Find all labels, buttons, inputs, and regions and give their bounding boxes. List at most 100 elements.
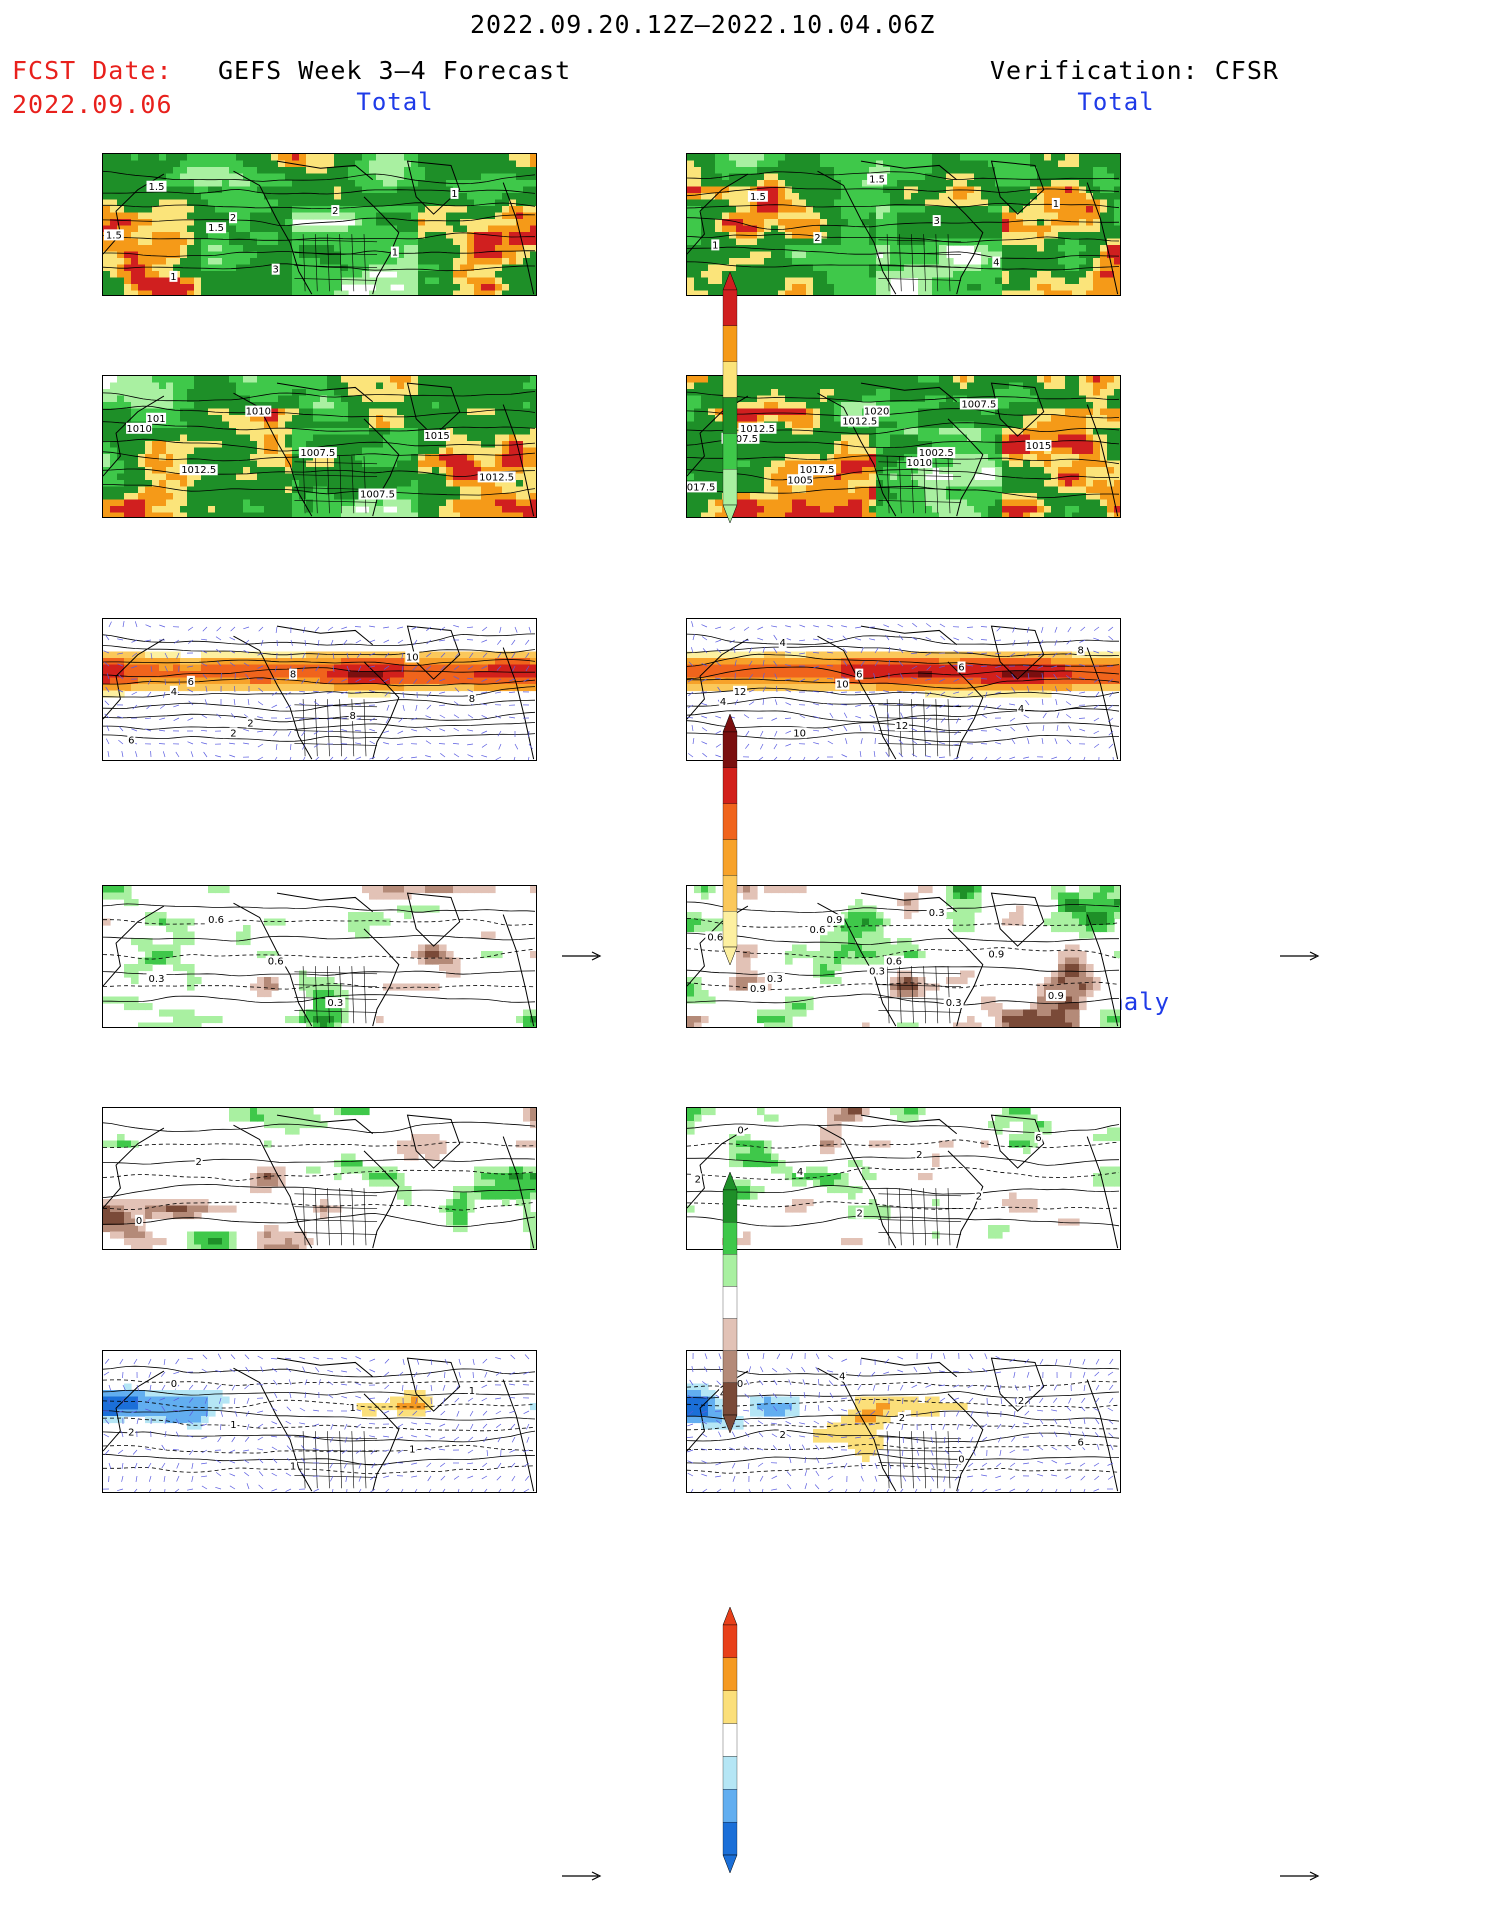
shade-cell — [257, 206, 265, 214]
shade-cell — [729, 271, 737, 279]
shade-cell — [425, 493, 433, 501]
shade-cell — [778, 245, 786, 253]
shade-cell — [771, 277, 779, 285]
shade-cell — [110, 467, 118, 475]
shade-cell — [264, 382, 272, 390]
shade-cell — [341, 473, 349, 481]
shade-cell — [187, 225, 195, 233]
shade-cell — [502, 232, 510, 240]
shade-cell — [1002, 402, 1010, 410]
contour-label-text: 1015 — [424, 431, 449, 442]
shade-cell — [841, 186, 849, 194]
shade-cell — [369, 238, 377, 246]
shade-cell — [792, 193, 800, 201]
shade-cell — [904, 376, 912, 384]
shade-cell — [481, 206, 489, 214]
shade-cell — [292, 173, 300, 181]
shade-cell — [1009, 238, 1017, 246]
shade-cell — [243, 238, 251, 246]
shade-cell — [883, 277, 891, 285]
shade-cell — [960, 180, 968, 188]
shade-cell — [1093, 225, 1101, 233]
shade-cell — [869, 284, 877, 292]
shade-cell — [376, 277, 384, 285]
shade-cell — [390, 376, 398, 384]
shade-cell — [439, 389, 447, 397]
shade-cell — [1009, 395, 1017, 403]
shade-cell — [103, 212, 111, 220]
shade-cell — [974, 238, 982, 246]
shade-cell — [222, 212, 230, 220]
shade-cell — [974, 245, 982, 253]
shade-cell — [694, 382, 702, 390]
shade-cell — [376, 415, 384, 423]
shade-cell — [481, 271, 489, 279]
shade-cell — [953, 173, 961, 181]
shade-cell — [785, 290, 793, 295]
shade-cell — [425, 480, 433, 488]
shade-cell — [488, 284, 496, 292]
shade-cell — [187, 154, 195, 162]
shade-cell — [974, 434, 982, 442]
shade-cell — [813, 284, 821, 292]
shade-cell — [138, 512, 146, 517]
shade-cell — [292, 251, 300, 259]
shade-cell — [145, 245, 153, 253]
shade-cell — [180, 415, 188, 423]
shade-cell — [222, 258, 230, 266]
shade-cell — [1044, 290, 1052, 295]
shade-cell — [299, 251, 307, 259]
shade-cell — [1009, 167, 1017, 175]
shade-cell — [904, 428, 912, 436]
shade-cell — [925, 173, 933, 181]
shade-cell — [1002, 225, 1010, 233]
shade-cell — [306, 199, 314, 207]
shade-cell — [180, 232, 188, 240]
shade-cell — [166, 376, 174, 384]
shade-cell — [243, 199, 251, 207]
shade-cell — [208, 251, 216, 259]
shade-cell — [152, 251, 160, 259]
shade-cell — [285, 271, 293, 279]
shade-cell — [932, 251, 940, 259]
shade-cell — [341, 454, 349, 462]
shade-cell — [1009, 434, 1017, 442]
shade-cell — [369, 506, 377, 514]
shade-cell — [362, 173, 370, 181]
shade-cell — [334, 408, 342, 416]
shade-cell — [250, 193, 258, 201]
shade-cell — [425, 238, 433, 246]
shade-cell — [460, 486, 468, 494]
shade-cell — [827, 376, 835, 384]
shade-cell — [124, 238, 132, 246]
shade-cell — [110, 402, 118, 410]
shade-cell — [110, 180, 118, 188]
shade-cell — [806, 389, 814, 397]
shade-cell — [117, 154, 125, 162]
shade-cell — [509, 193, 517, 201]
shade-cell — [974, 421, 982, 429]
shade-cell — [1030, 421, 1038, 429]
shade-cell — [145, 238, 153, 246]
shade-cell — [953, 160, 961, 168]
shade-cell — [236, 473, 244, 481]
shade-cell — [516, 193, 524, 201]
shade-cell — [208, 245, 216, 253]
shade-cell — [474, 238, 482, 246]
shade-cell — [145, 271, 153, 279]
shade-cell — [327, 376, 335, 384]
shade-cell — [243, 480, 251, 488]
shade-cell — [502, 258, 510, 266]
shade-cell — [201, 421, 209, 429]
shade-cell — [1114, 199, 1120, 207]
shade-cell — [453, 238, 461, 246]
shade-cell — [460, 460, 468, 468]
shade-cell — [103, 486, 111, 494]
shade-cell — [1030, 219, 1038, 227]
shade-cell — [1100, 154, 1108, 162]
shade-cell — [960, 193, 968, 201]
shade-cell — [103, 199, 111, 207]
shade-cell — [523, 460, 531, 468]
shade-cell — [467, 160, 475, 168]
shade-cell — [110, 154, 118, 162]
